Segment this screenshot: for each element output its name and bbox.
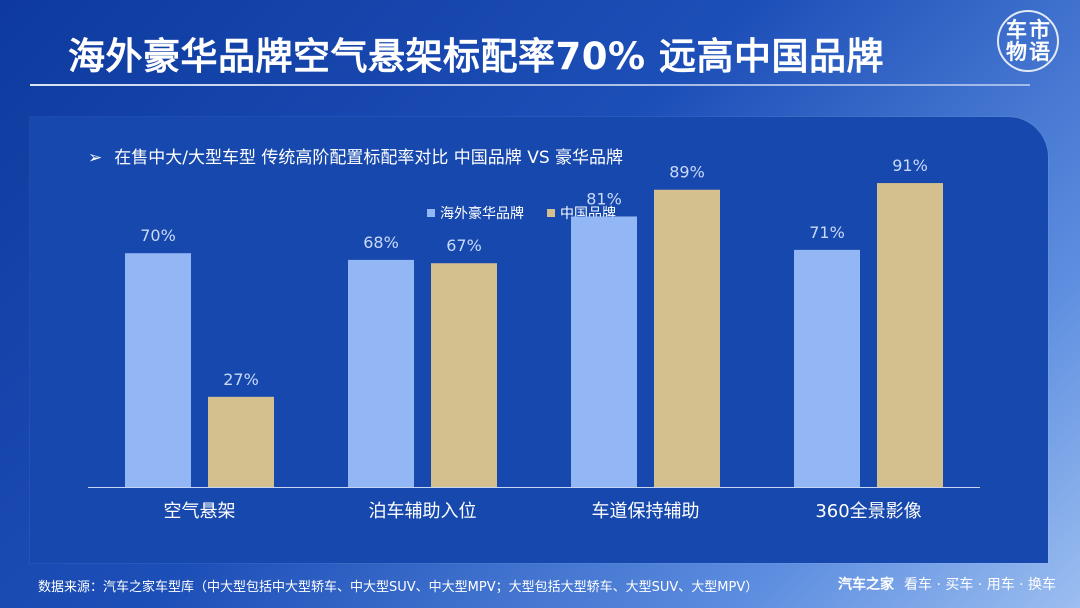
data-label: 67% [446, 236, 482, 255]
bar [877, 183, 943, 487]
x-tick-label: 空气悬架 [164, 501, 236, 522]
data-label: 81% [586, 189, 622, 208]
arrow-icon: ➢ [88, 148, 103, 168]
data-label: 70% [140, 226, 176, 245]
legend-label: 海外豪华品牌 [440, 205, 524, 222]
data-source-note: 数据来源：汽车之家车型库（中大型包括中大型轿车、中大型SUV、中大型MPV；大型… [38, 580, 759, 595]
logo-char: 语 [1029, 40, 1050, 64]
chart-subtitle: ➢ 在售中大/大型车型 传统高阶配置标配率对比 中国品牌 VS 豪华品牌 [88, 143, 623, 168]
brand-logo: 车 市 物 语 [997, 10, 1059, 72]
brand-name: 汽车之家 [838, 577, 894, 593]
logo-char: 车 [1006, 18, 1027, 42]
data-label: 68% [363, 233, 399, 252]
bar [431, 263, 497, 487]
x-tick-label: 泊车辅助入位 [369, 501, 477, 522]
brand-footer: 汽车之家 看车 · 买车 · 用车 · 换车 [838, 574, 1056, 594]
bar [208, 396, 274, 487]
data-label: 27% [223, 370, 259, 389]
bar [348, 259, 414, 487]
data-label: 71% [809, 223, 845, 242]
logo-char: 市 [1029, 18, 1050, 42]
legend-swatch [547, 209, 555, 217]
brand-slogan: 看车 · 买车 · 用车 · 换车 [904, 577, 1057, 593]
logo-char: 物 [1006, 40, 1027, 64]
data-label: 91% [892, 156, 928, 175]
x-tick-label: 360全景影像 [815, 501, 921, 522]
bar [125, 253, 191, 487]
page-title: 海外豪华品牌空气悬架标配率70% 远高中国品牌 [68, 35, 884, 78]
legend-swatch [427, 209, 435, 217]
data-label: 89% [669, 163, 705, 182]
bar [571, 216, 637, 487]
chart-subtitle-text: 在售中大/大型车型 传统高阶配置标配率对比 中国品牌 VS 豪华品牌 [114, 148, 624, 168]
bar [654, 189, 720, 488]
x-tick-label: 车道保持辅助 [592, 501, 700, 522]
title-divider [30, 84, 1030, 86]
bar [794, 249, 860, 487]
